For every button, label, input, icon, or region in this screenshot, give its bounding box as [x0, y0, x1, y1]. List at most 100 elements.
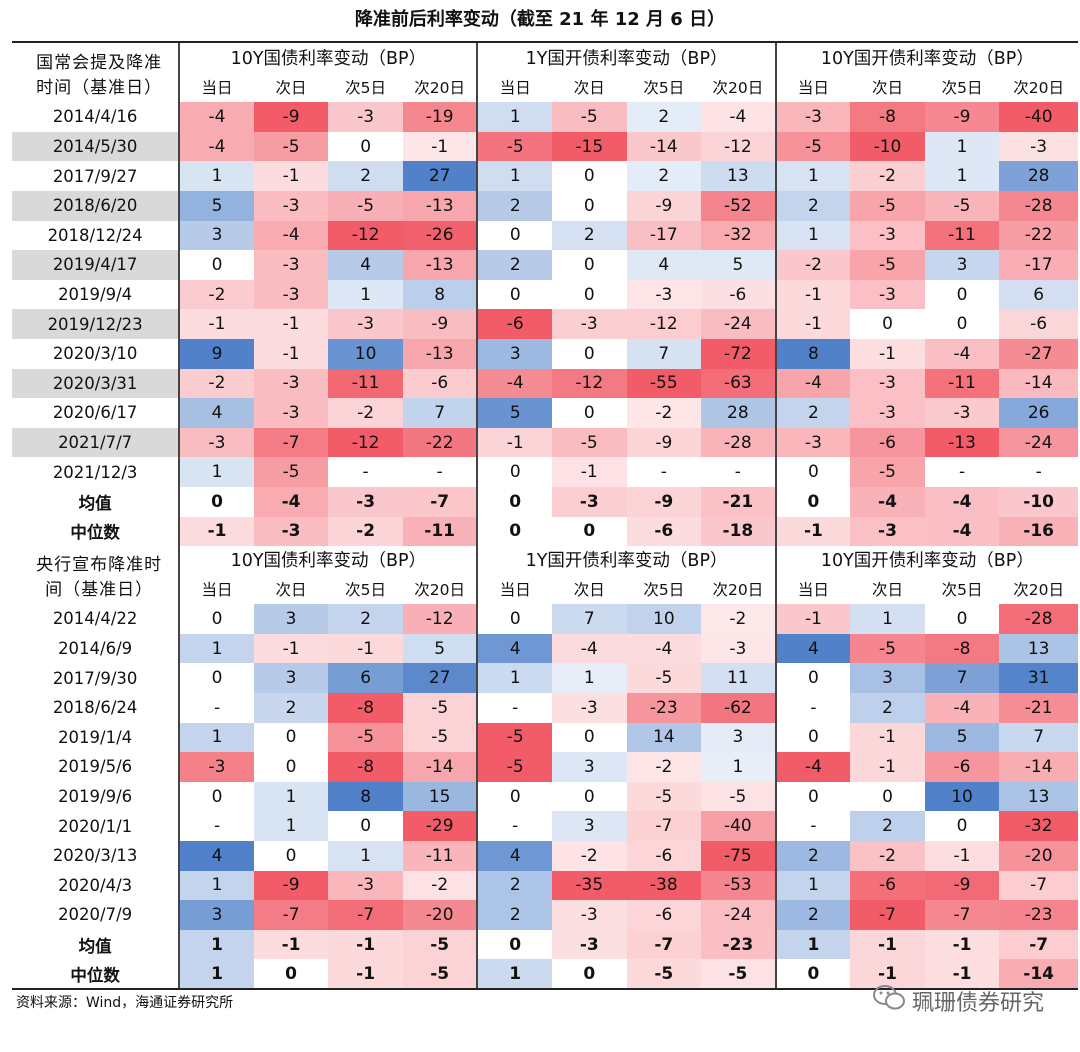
table-row: 2019/4/17 0 -3 4 -13 2 0 4 5 -2 -5 3 -17: [12, 250, 1078, 280]
value-cell: 1: [179, 722, 254, 753]
table-row: 2020/7/9 3 -7 -7 -20 2 -3 -6 -24 2 -7 -7 -23: [12, 900, 1078, 930]
value-cell: -2: [179, 368, 254, 399]
value-cell: -18: [701, 516, 776, 547]
value-cell: -1: [774, 604, 851, 634]
value-cell: 1: [774, 870, 851, 901]
value-cell: -1: [253, 309, 329, 339]
value-cell: -3: [552, 692, 627, 723]
value-cell: -7: [253, 900, 329, 930]
value-cell: 0: [850, 309, 925, 339]
value-cell: -1: [328, 929, 403, 960]
value-cell: 2: [626, 161, 702, 191]
value-cell: -3: [328, 870, 403, 901]
value-cell: 9: [179, 338, 254, 369]
value-cell: 0: [774, 959, 851, 989]
value-cell: 2: [774, 840, 851, 871]
value-cell: -6: [924, 752, 1000, 782]
value-cell: 1: [179, 633, 254, 664]
value-cell: -2: [626, 752, 702, 782]
value-cell: -1: [253, 338, 329, 369]
column-header: 当日: [774, 574, 851, 605]
value-cell: -5: [402, 722, 478, 753]
value-cell: -14: [999, 368, 1078, 399]
value-cell: -1: [253, 161, 329, 191]
value-cell: -2: [701, 604, 776, 634]
group-header: 10Y国债利率变动（BP）: [230, 551, 427, 572]
group-header: 10Y国开债利率变动（BP）: [774, 545, 1078, 575]
value-cell: 5: [924, 722, 1000, 753]
value-cell: -6: [850, 427, 925, 458]
value-cell: -11: [924, 220, 1000, 251]
value-cell: -32: [701, 220, 776, 251]
value-cell: 3: [476, 338, 552, 369]
summary-row: 均值 1 -1 -1 -5 0 -3 -7 -23 1 -1 -1 -7: [12, 929, 1078, 960]
table-row: 2020/1/1-1 0 -29-3 -7 -40-2 0 -32: [12, 811, 1078, 841]
table-row: 2021/12/3 1 -5- -0 -1- -0 -5- -: [12, 457, 1078, 487]
value-cell: 4: [179, 398, 254, 428]
value-cell: -21: [999, 692, 1078, 723]
summary-label: 中位数: [12, 959, 181, 989]
value-cell: -1: [850, 929, 925, 960]
value-cell: 3: [701, 722, 776, 753]
column-header: 当日: [476, 574, 552, 605]
value-cell: 0: [552, 250, 627, 280]
value-cell: -3: [626, 279, 702, 310]
value-cell: -: [701, 457, 776, 487]
value-cell: 7: [552, 604, 627, 634]
value-cell: 4: [179, 840, 254, 871]
value-cell: 7: [626, 338, 702, 369]
value-cell: -: [179, 692, 254, 723]
value-cell: -: [774, 692, 851, 723]
value-cell: -4: [924, 338, 1000, 369]
column-header: 当日: [774, 72, 851, 103]
value-cell: -13: [402, 250, 478, 280]
value-cell: -12: [328, 427, 403, 458]
value-cell: -11: [402, 516, 478, 547]
value-cell: -3: [701, 633, 776, 664]
value-cell: 2: [476, 190, 552, 221]
value-cell: 0: [774, 722, 851, 753]
date-label: 2020/3/10: [12, 338, 181, 369]
value-cell: 2: [476, 250, 552, 280]
value-cell: -3: [924, 398, 1000, 428]
value-cell: 7: [402, 398, 478, 428]
value-cell: -1: [774, 309, 851, 339]
value-cell: 1: [328, 279, 403, 310]
value-cell: 0: [552, 161, 627, 191]
value-cell: -28: [999, 190, 1078, 221]
value-cell: -5: [626, 959, 702, 989]
value-cell: 2: [476, 900, 552, 930]
summary-row: 中位数 1 0 -1 -5 1 0 -5 -5 0 -1 -1 -14: [12, 959, 1078, 989]
value-cell: -8: [328, 752, 403, 782]
value-cell: 0: [476, 604, 552, 634]
value-cell: 0: [328, 131, 403, 162]
column-header: 当日: [476, 72, 552, 103]
value-cell: -23: [999, 900, 1078, 930]
value-cell: -3: [552, 929, 627, 960]
value-cell: -7: [850, 900, 925, 930]
value-cell: -4: [179, 102, 254, 132]
value-cell: -5: [328, 722, 403, 753]
value-cell: 2: [850, 692, 925, 723]
value-cell: 11: [701, 663, 776, 693]
value-cell: -5: [402, 959, 478, 989]
date-label: 2019/9/4: [12, 279, 181, 310]
column-header: 当日: [201, 581, 233, 600]
table-row: 2019/9/6 0 1 8 15 0 0 -5 -5 0 0 10 13: [12, 781, 1078, 812]
value-cell: -1: [253, 633, 329, 664]
value-cell: -2: [774, 250, 851, 280]
value-cell: -6: [626, 840, 702, 871]
value-cell: 2: [328, 604, 403, 634]
value-cell: -53: [701, 870, 776, 901]
value-cell: -: [328, 457, 403, 487]
watermark-text: 珮珊债券研究: [911, 991, 1044, 1016]
value-cell: 0: [253, 752, 329, 782]
value-cell: -6: [626, 516, 702, 547]
value-cell: -28: [999, 604, 1078, 634]
value-cell: -5: [850, 250, 925, 280]
value-cell: -1: [328, 633, 403, 664]
table-section-1: 国常会提及降准 时间（基准日） 10Y国债利率变动（BP） 1Y国开债利率变动（BP）…: [12, 43, 1078, 547]
value-cell: -4: [850, 486, 925, 517]
value-cell: -2: [328, 516, 403, 547]
value-cell: 31: [999, 663, 1078, 693]
